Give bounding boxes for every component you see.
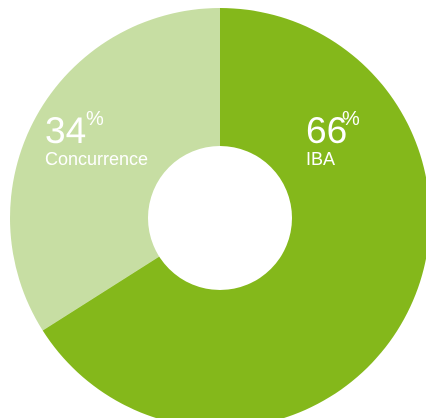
- slice-label-concurrence: 34 % Concurrence: [45, 108, 148, 169]
- slice-name-concurrence: Concurrence: [45, 149, 148, 169]
- slice-value-concurrence: 34: [45, 110, 86, 151]
- slice-unit-concurrence: %: [86, 108, 104, 130]
- slice-value-iba: 66: [306, 110, 347, 151]
- donut-hole: [148, 146, 292, 290]
- slice-label-iba: 66 % IBA: [306, 108, 360, 169]
- slice-unit-iba: %: [342, 108, 360, 130]
- slice-name-iba: IBA: [306, 149, 335, 169]
